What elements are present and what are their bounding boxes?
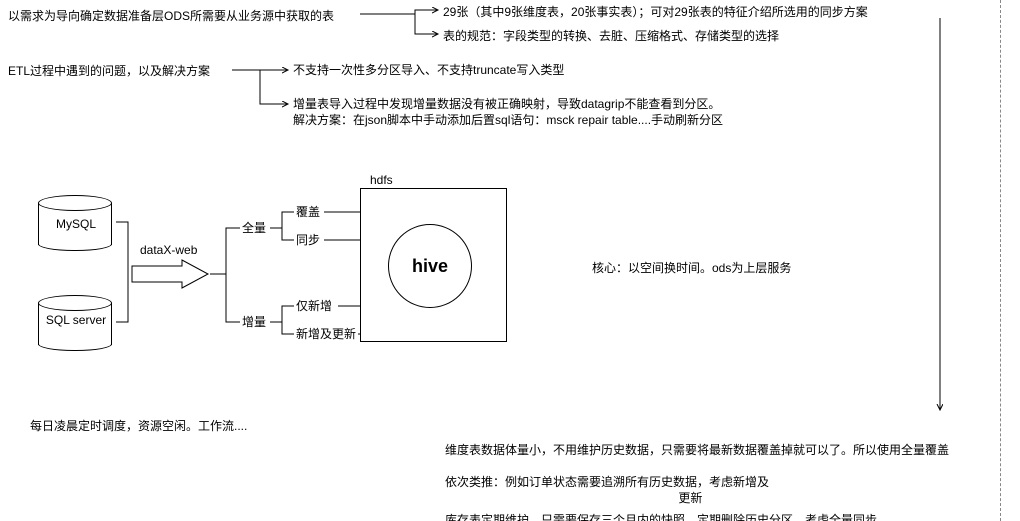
incr-opt-newonly: 仅新增: [296, 298, 332, 314]
full-opt-overwrite: 覆盖: [296, 204, 320, 220]
full-opt-sync: 同步: [296, 232, 320, 248]
bottom-para-1: 维度表数据体量小，不用维护历史数据，只需要将最新数据覆盖掉就可以了。所以使用全量…: [445, 442, 949, 458]
full-label: 全量: [242, 220, 266, 236]
incr-label: 增量: [242, 314, 266, 330]
etl-label: ETL过程中遇到的问题，以及解决方案: [8, 63, 210, 79]
schedule-text: 每日凌晨定时调度，资源空闲。工作流....: [30, 418, 247, 434]
diagram-stage: 以需求为导向确定数据准备层ODS所需要从业务源中获取的表 29张（其中9张维度表…: [0, 0, 1020, 521]
datax-label: dataX-web: [140, 242, 197, 258]
top-right-text-2: 表的规范：字段类型的转换、去脏、压缩格式、存储类型的选择: [443, 28, 779, 44]
hive-circle: hive: [388, 224, 472, 308]
top-right-text-1: 29张（其中9张维度表，20张事实表）；可对29张表的特征介绍所选用的同步方案: [443, 4, 868, 20]
bottom-para-2: 依次类推：例如订单状态需要追溯所有历史数据，考虑新增及 更新: [445, 474, 769, 506]
hdfs-label: hdfs: [370, 172, 393, 188]
sqlserver-label: SQL server: [38, 313, 114, 327]
sqlserver-db: SQL server: [38, 295, 114, 351]
etl-issue-1: 不支持一次性多分区导入、不支持truncate写入类型: [293, 62, 564, 78]
block-arrow-icon: [130, 258, 210, 290]
mysql-db: MySQL: [38, 195, 114, 251]
top-left-text: 以需求为导向确定数据准备层ODS所需要从业务源中获取的表: [8, 8, 334, 24]
dashed-guide-right: [1000, 0, 1001, 521]
mysql-label: MySQL: [38, 217, 114, 231]
bottom-para-3: 库存表定期维护，只需要保存三个月内的快照，定期删除历史分区，考虑全量同步: [445, 512, 877, 521]
incr-opt-newupdate: 新增及更新: [296, 326, 356, 342]
hive-label: hive: [412, 256, 448, 277]
etl-issue-2a: 增量表导入过程中发现增量数据没有被正确映射，导致datagrip不能查看到分区。: [293, 96, 720, 112]
core-text: 核心：以空间换时间。ods为上层服务: [592, 260, 791, 276]
etl-issue-2b: 解决方案：在json脚本中手动添加后置sql语句：msck repair tab…: [293, 112, 723, 128]
